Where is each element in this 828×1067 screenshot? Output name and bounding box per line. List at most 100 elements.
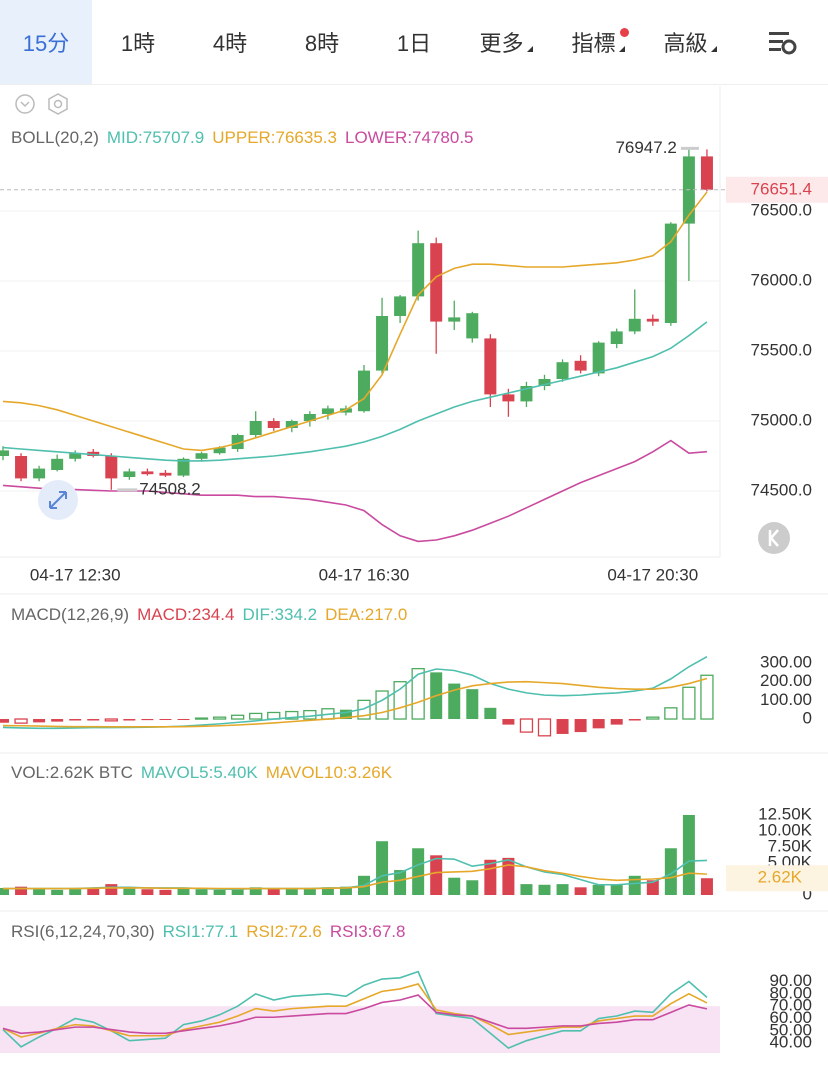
legend: MACD(12,26,9) MACD:234.4 DIF:334.2 DEA:217.… <box>11 605 407 625</box>
indicator-line <box>3 857 707 891</box>
settings-button[interactable] <box>736 0 828 84</box>
dropdown-arrow <box>618 46 625 52</box>
bar <box>628 719 641 721</box>
tab-label: 更多 <box>479 31 524 56</box>
candle-body <box>123 471 136 477</box>
high-label: 76947.2 <box>615 138 676 157</box>
bar <box>14 718 28 724</box>
bar <box>430 672 443 720</box>
candle-body <box>303 414 316 421</box>
bar <box>285 889 298 895</box>
tab[interactable]: 4時 <box>212 31 248 56</box>
bar <box>484 859 497 895</box>
bar <box>177 887 190 895</box>
bar <box>574 887 587 895</box>
bar <box>15 886 28 895</box>
bar <box>430 855 443 895</box>
legend-entry: VOL:2.62K BTC <box>11 763 133 782</box>
candle-body <box>267 421 280 428</box>
indicator-line <box>2 994 708 1035</box>
bar <box>448 683 461 720</box>
candle-body <box>177 458 190 476</box>
legend: VOL:2.62K BTC MAVOL5:5.40K MAVOL10:3.26K <box>11 763 392 783</box>
y-tick-label: 76000.0 <box>751 270 812 289</box>
indicator-line <box>2 655 708 730</box>
indicator-line <box>2 321 708 462</box>
indicator-line <box>3 864 707 890</box>
legend-entry: MAVOL10:3.26K <box>265 763 393 782</box>
rsi-band <box>0 1006 720 1053</box>
candle-body <box>339 408 352 413</box>
tab[interactable]: 1時 <box>120 31 156 56</box>
candle-body <box>0 450 9 456</box>
tab[interactable]: 高級 <box>644 0 736 84</box>
candle-body <box>592 342 605 374</box>
bar <box>375 690 389 720</box>
candle-body <box>195 453 208 459</box>
legend-entry: BOLL(20,2) <box>11 128 99 147</box>
bar <box>358 875 370 895</box>
bar <box>231 888 244 895</box>
indicator-line <box>2 970 708 1049</box>
settings-icon <box>48 93 68 115</box>
scroll-icon <box>49 491 67 509</box>
last-price-label: 76651.4 <box>751 179 812 198</box>
bar <box>646 716 660 720</box>
bar <box>519 718 534 733</box>
scroll-button <box>38 480 78 520</box>
k-button <box>758 522 790 554</box>
bar <box>664 848 677 895</box>
bar <box>556 884 569 895</box>
y-tick-label: 76500.0 <box>751 200 812 219</box>
y-tick-label: 10.00K <box>758 820 813 839</box>
red-dot <box>620 28 629 37</box>
bar <box>556 719 569 734</box>
y-tick-label: 5.00K <box>768 852 813 871</box>
tab-bar: 15分 1時 4時 8時 1日 更多 指標 高級 <box>0 0 828 85</box>
tab[interactable]: 更多 <box>460 0 552 84</box>
y-tick-label: 60.00 <box>769 1008 812 1027</box>
bar <box>141 889 154 895</box>
bar <box>267 888 280 895</box>
candle-body <box>51 458 64 470</box>
candle-body <box>285 421 298 428</box>
bar <box>376 841 389 895</box>
candle-body <box>466 313 479 339</box>
bar <box>230 714 245 720</box>
bar <box>195 889 208 895</box>
bar <box>267 711 281 720</box>
indicator-line <box>2 439 708 543</box>
bar <box>104 718 118 722</box>
bar <box>69 719 82 721</box>
bar <box>177 719 190 721</box>
candle-body <box>664 223 677 323</box>
bar <box>303 888 316 895</box>
y-tick-label: 40.00 <box>769 1033 812 1052</box>
candle-body <box>412 243 425 297</box>
candle-body <box>448 317 461 322</box>
candle-body <box>430 243 443 322</box>
tab[interactable]: 15分 <box>0 0 92 84</box>
bar <box>69 889 82 895</box>
candle-body <box>556 362 569 379</box>
bar <box>87 719 100 721</box>
tab[interactable]: 1日 <box>396 31 432 56</box>
bar <box>466 880 479 895</box>
bar <box>321 887 334 895</box>
candle-body <box>249 421 262 435</box>
bar <box>51 889 64 895</box>
candle-body <box>231 435 244 449</box>
bar <box>537 718 552 737</box>
candle-body <box>33 468 46 479</box>
tab[interactable]: 指標 <box>552 0 644 84</box>
bar <box>123 719 136 721</box>
candle-body <box>87 451 100 456</box>
bar <box>87 888 100 895</box>
bar <box>610 719 623 725</box>
candle-body <box>682 156 695 224</box>
tab-label: 高級 <box>663 31 708 56</box>
y-tick-label: 0 <box>803 709 812 728</box>
bar <box>394 870 407 895</box>
tab[interactable]: 8時 <box>304 31 340 56</box>
candle-body <box>159 472 172 476</box>
